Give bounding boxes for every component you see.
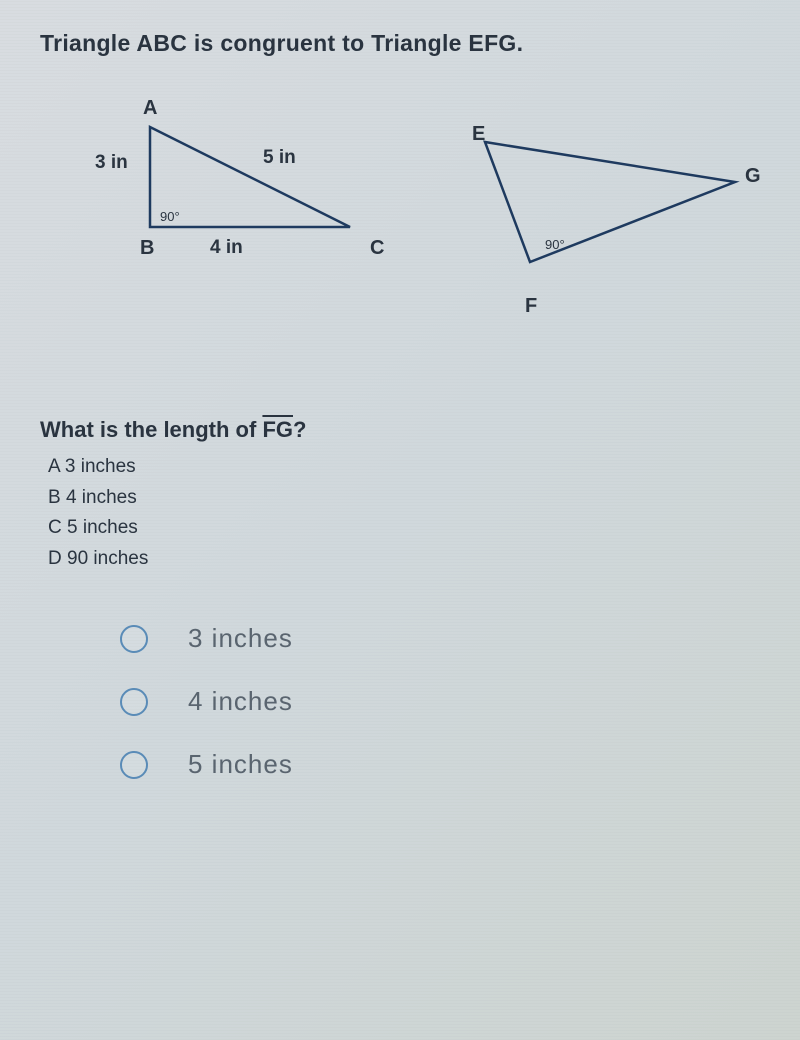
option-label: 4 inches	[188, 686, 293, 717]
answer-key: A 3 inches B 4 inches C 5 inches D 90 in…	[40, 453, 760, 573]
vertex-f: F	[525, 295, 537, 318]
option-3[interactable]: 5 inches	[120, 749, 760, 780]
option-label: 3 inches	[188, 623, 293, 654]
option-label: 5 inches	[188, 749, 293, 780]
question-title: Triangle ABC is congruent to Triangle EF…	[40, 30, 760, 57]
angle-b-label: 90°	[160, 209, 180, 224]
side-ab-label: 3 in	[95, 152, 128, 174]
triangle-abc	[150, 127, 350, 227]
options-group: 3 inches 4 inches 5 inches	[40, 623, 760, 780]
option-1[interactable]: 3 inches	[120, 623, 760, 654]
radio-icon[interactable]	[120, 751, 148, 779]
vertex-e: E	[472, 123, 485, 146]
question-block: What is the length of FG? A 3 inches B 4…	[40, 417, 760, 573]
key-d: D 90 inches	[48, 545, 760, 574]
diagram-area: A B C 3 in 4 in 5 in 90° E F G 90°	[40, 97, 760, 377]
vertex-b: B	[140, 237, 154, 260]
vertex-c: C	[370, 237, 384, 260]
side-ac-label: 5 in	[263, 147, 296, 169]
angle-f-label: 90°	[545, 237, 565, 252]
vertex-g: G	[745, 165, 761, 188]
radio-icon[interactable]	[120, 688, 148, 716]
vertex-a: A	[143, 97, 157, 120]
triangle-efg	[485, 142, 735, 262]
key-b: B 4 inches	[48, 484, 760, 513]
key-c: C 5 inches	[48, 514, 760, 543]
key-a: A 3 inches	[48, 453, 760, 482]
option-2[interactable]: 4 inches	[120, 686, 760, 717]
radio-icon[interactable]	[120, 625, 148, 653]
side-bc-label: 4 in	[210, 237, 243, 259]
question-text: What is the length of FG?	[40, 417, 760, 443]
